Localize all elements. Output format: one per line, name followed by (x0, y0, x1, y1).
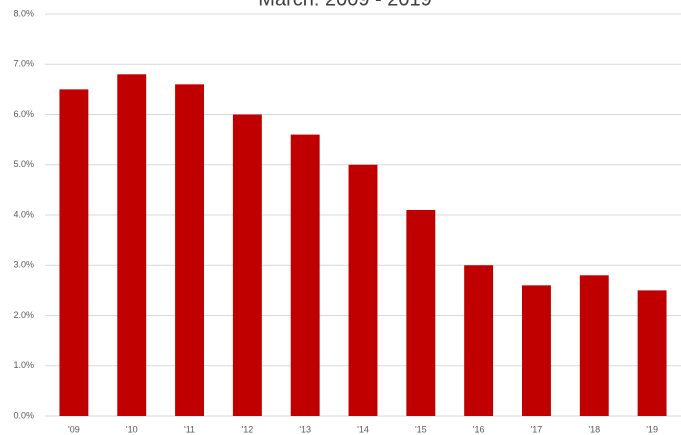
x-tick-label: '09 (68, 424, 80, 434)
x-tick-label: '16 (473, 424, 485, 434)
bar (290, 134, 320, 416)
x-tick-label: '14 (357, 424, 369, 434)
x-tick-label: '10 (126, 424, 138, 434)
x-tick-label: '15 (415, 424, 427, 434)
x-tick-label: '18 (588, 424, 600, 434)
y-tick-label: 2.0% (13, 310, 34, 320)
bar (637, 290, 667, 416)
bar (59, 89, 89, 416)
bar (348, 164, 378, 416)
bar (117, 74, 147, 417)
x-tick-label: '19 (646, 424, 658, 434)
bar (406, 209, 436, 416)
x-tick-label: '12 (241, 424, 253, 434)
chart-title: March: 2009 - 2019 (258, 0, 431, 10)
y-tick-label: 7.0% (13, 59, 34, 69)
y-tick-label: 3.0% (13, 260, 34, 270)
y-tick-label: 4.0% (13, 209, 34, 219)
y-tick-label: 0.0% (13, 410, 34, 420)
bar (464, 265, 494, 416)
y-tick-label: 6.0% (13, 109, 34, 119)
bar (522, 285, 551, 416)
x-tick-label: '13 (299, 424, 311, 434)
x-tick-label: '17 (531, 424, 543, 434)
y-tick-label: 8.0% (13, 8, 34, 18)
y-tick-label: 5.0% (13, 159, 34, 169)
bar (175, 84, 204, 416)
bar (232, 114, 262, 416)
y-tick-label: 1.0% (13, 360, 34, 370)
bar (579, 275, 609, 416)
x-tick-label: '11 (184, 424, 195, 434)
